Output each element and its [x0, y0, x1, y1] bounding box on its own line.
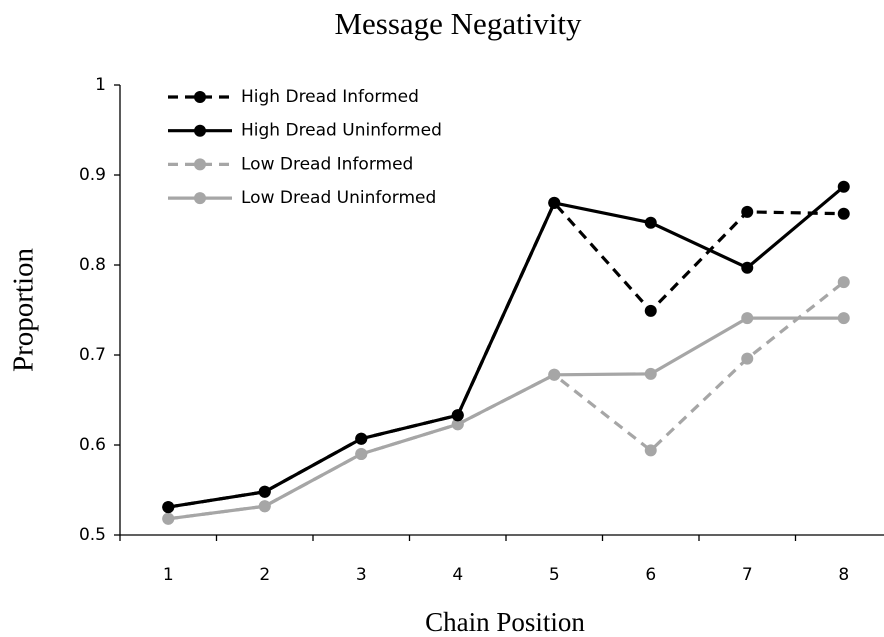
- y-axis-label: Proportion: [8, 247, 40, 372]
- data-point: [837, 276, 850, 289]
- data-point: [548, 196, 561, 209]
- y-tick-label: 0.9: [79, 165, 106, 185]
- data-point: [258, 485, 271, 498]
- data-point: [837, 312, 850, 325]
- data-point: [741, 312, 754, 325]
- data-point: [355, 448, 368, 460]
- legend-marker: [194, 192, 206, 205]
- data-point: [162, 501, 175, 514]
- series-line: [167, 200, 844, 509]
- legend-marker: [194, 124, 206, 137]
- legend-label: Low Dread Uninformed: [241, 188, 436, 208]
- x-tick-label: 1: [163, 565, 174, 585]
- legend-label: Low Dread Informed: [241, 154, 413, 174]
- y-tick-label: 0.5: [79, 525, 106, 545]
- y-tick-label: 1: [95, 75, 106, 95]
- data-point: [644, 216, 657, 229]
- data-point: [741, 261, 754, 274]
- legend-label: High Dread Informed: [241, 87, 419, 107]
- data-point: [162, 512, 175, 525]
- data-point: [451, 418, 464, 431]
- series-line: [168, 316, 844, 521]
- x-tick-label: 8: [838, 565, 849, 585]
- x-tick-label: 7: [742, 565, 753, 585]
- y-tick-label: 0.6: [79, 435, 106, 455]
- x-tick-label: 4: [452, 565, 463, 585]
- data-point: [258, 500, 271, 513]
- x-tick-label: 2: [259, 565, 270, 585]
- series-line: [167, 185, 845, 509]
- x-tick-label: 3: [356, 565, 367, 585]
- data-point: [355, 432, 368, 445]
- legend-label: High Dread Uninformed: [241, 121, 442, 141]
- legend-marker: [194, 91, 206, 103]
- data-point: [451, 409, 464, 422]
- chart-title: Message Negativity: [334, 6, 582, 41]
- x-tick-label: 5: [549, 565, 560, 585]
- data-point: [837, 207, 850, 220]
- data-point: [644, 304, 657, 317]
- x-axis-label: Chain Position: [425, 607, 585, 637]
- x-tick-label: 6: [645, 565, 656, 585]
- legend-marker: [194, 158, 206, 171]
- data-point: [741, 205, 754, 218]
- y-tick-label: 0.8: [79, 255, 106, 275]
- data-point: [548, 368, 561, 381]
- data-point: [741, 352, 754, 365]
- data-point: [837, 180, 850, 193]
- data-point: [644, 444, 657, 457]
- data-point: [644, 367, 657, 380]
- y-tick-label: 0.7: [79, 345, 106, 365]
